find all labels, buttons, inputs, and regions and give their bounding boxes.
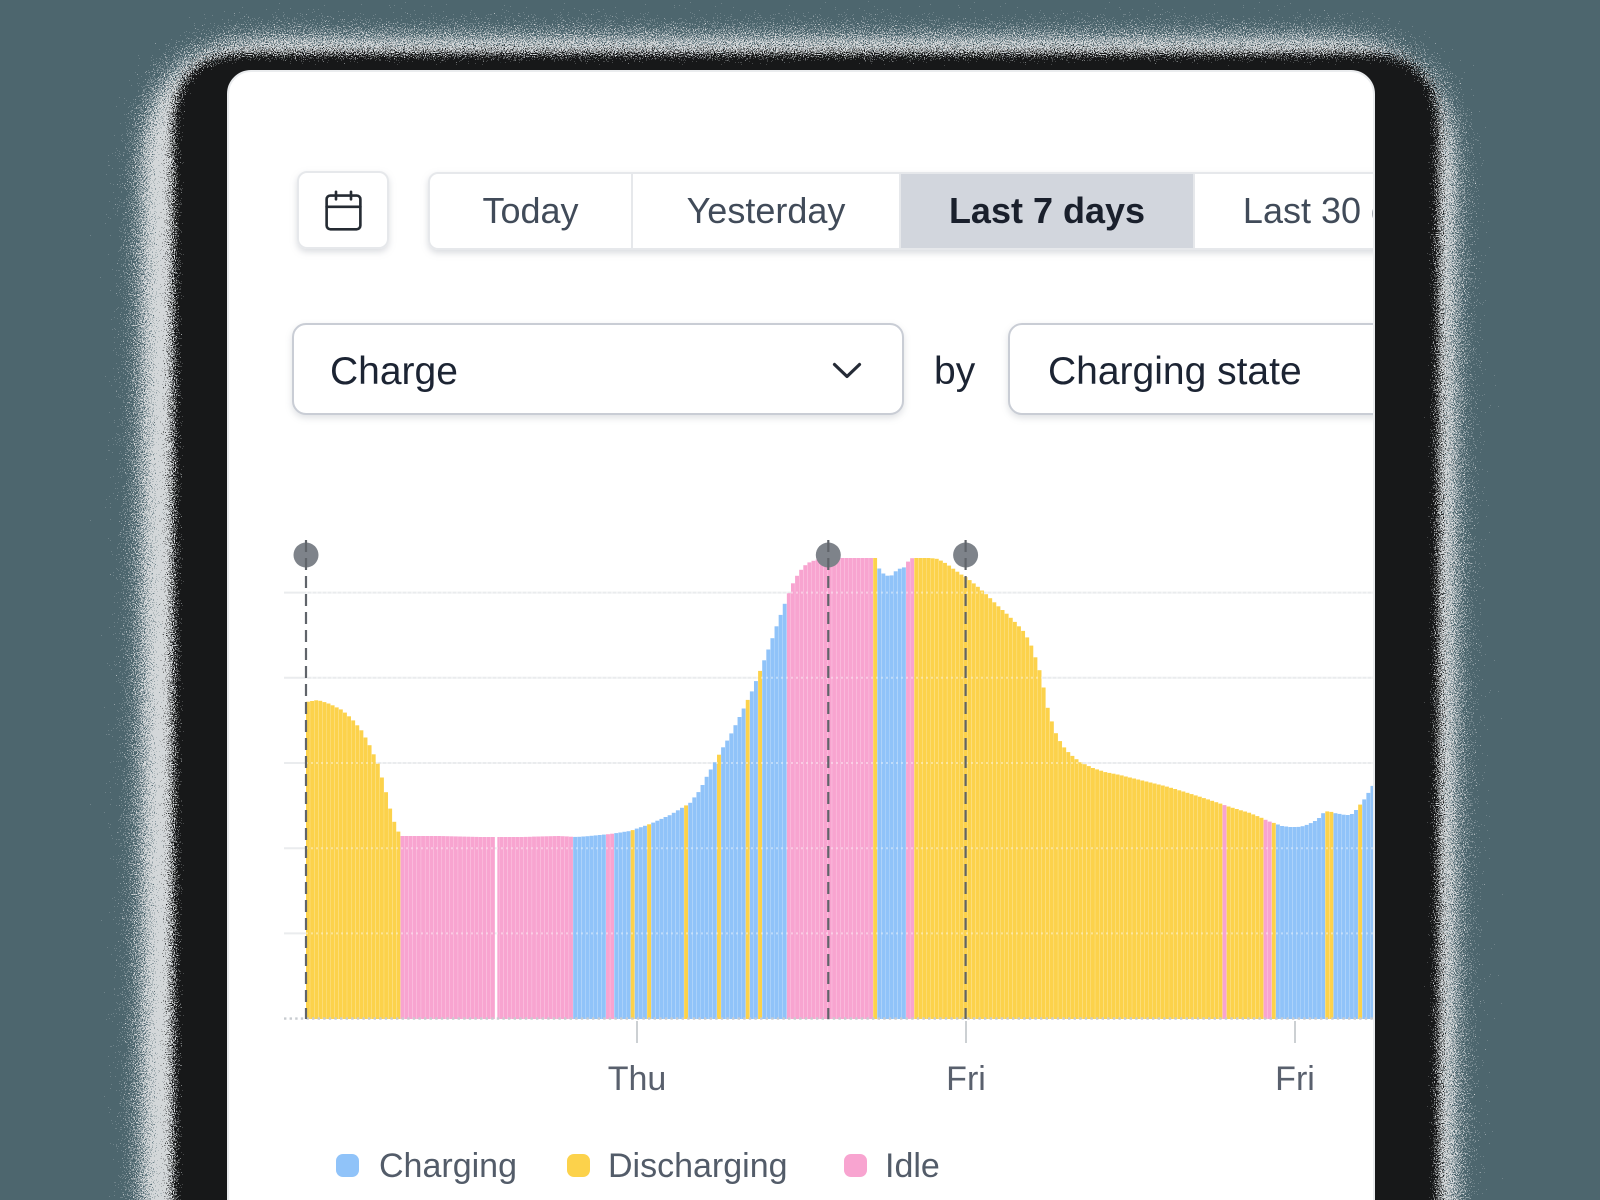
svg-text:Thu: Thu xyxy=(608,1060,667,1098)
svg-text:Fri: Fri xyxy=(946,1060,986,1098)
svg-text:Fri: Fri xyxy=(1275,1060,1315,1098)
